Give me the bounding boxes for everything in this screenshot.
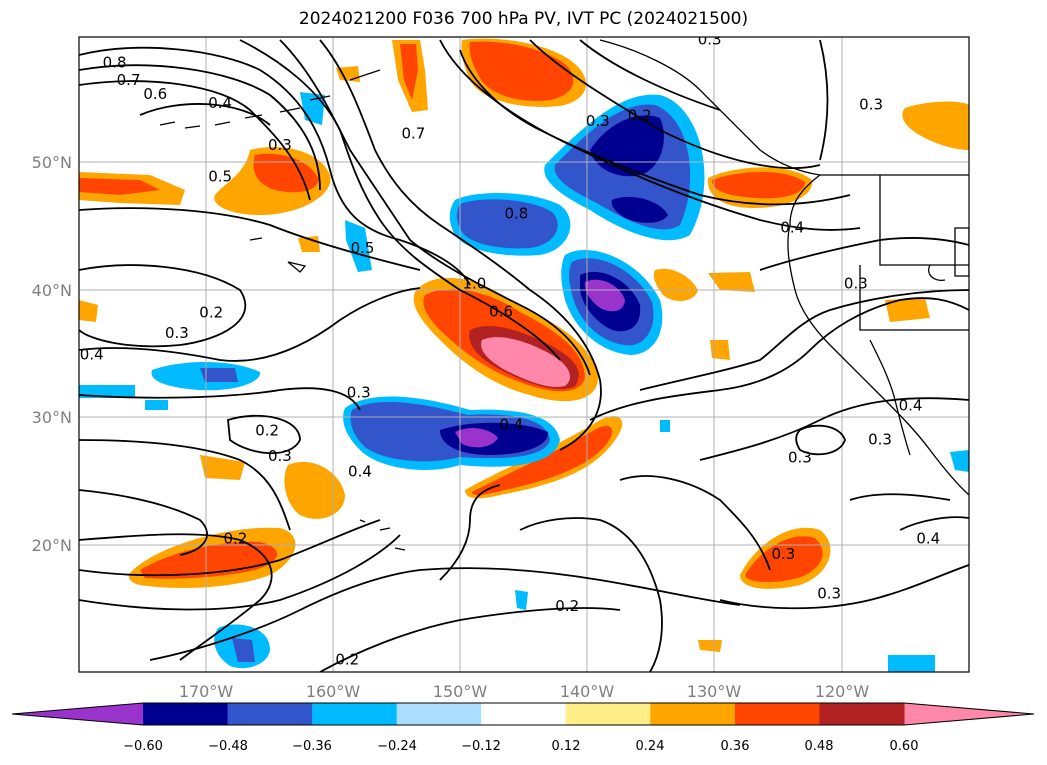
lon-label-160w: 160°W: [306, 682, 361, 701]
contour-label: 0.2: [335, 650, 359, 668]
lat-label-40: 40°N: [32, 281, 72, 300]
contour-labels: 0.80.70.6 0.40.30.50.70.3 0.20.30.80.51.00…: [80, 31, 940, 668]
contour-label: 0.4: [916, 530, 940, 548]
colorbar-tick-label: 0.36: [721, 739, 750, 754]
colorbar-segment: [143, 703, 229, 725]
colorbar-segment: [734, 703, 820, 725]
contour-label: 0.3: [868, 431, 892, 449]
lon-label-130w: 130°W: [687, 682, 742, 701]
lat-labels: 50°N 40°N 30°N 20°N: [32, 153, 72, 555]
colorbar-segment: [650, 703, 736, 725]
contour-label: 0.2: [223, 530, 247, 548]
coastlines: [159, 39, 969, 551]
contour-label: 0.8: [504, 205, 528, 223]
contour-label: 0.2: [199, 304, 223, 322]
map-title: 2024021200 F036 700 hPa PV, IVT PC (2024…: [298, 9, 749, 29]
map-frame: [78, 36, 970, 673]
contour-label: 0.4: [80, 346, 104, 364]
colorbar-tick-label: −0.12: [461, 739, 501, 754]
contour-label: 0.4: [348, 462, 372, 480]
contour-label: 0.3: [788, 448, 812, 466]
colorbar-over-arrow: [904, 703, 1034, 725]
contour-label: 0.2: [555, 597, 579, 615]
colorbar-tick-label: −0.24: [377, 739, 417, 754]
contour-label: 0.3: [817, 584, 841, 602]
colorbar-segment: [481, 703, 567, 725]
colorbar-under-arrow: [12, 703, 143, 725]
contour-label: 0.6: [143, 85, 167, 103]
lon-label-140w: 140°W: [560, 682, 615, 701]
colorbar-segment: [565, 703, 651, 725]
contour-label: 1.0: [462, 274, 486, 292]
contour-label: 0.3: [347, 384, 371, 402]
colorbar-segment: [819, 703, 905, 725]
colorbar-tick-label: −0.36: [292, 739, 332, 754]
colorbar-ticks: −0.60 −0.48 −0.36 −0.24 −0.12 0.12 0.24 …: [123, 739, 918, 754]
contour-label: 0.5: [351, 239, 375, 257]
contour-label: 0.4: [499, 415, 523, 433]
contour-label: 0.7: [117, 71, 141, 89]
colorbar-segment: [396, 703, 482, 725]
contour-label: 0.8: [103, 53, 127, 71]
colorbar-tick-label: −0.48: [208, 739, 248, 754]
contour-label: 0.3: [268, 447, 292, 465]
contour-label: 0.2: [255, 422, 279, 440]
contour-label: 0.3: [859, 95, 883, 113]
contour-label: 0.2: [628, 107, 652, 125]
gridlines: [79, 37, 969, 672]
contour-label: 0.4: [780, 219, 804, 237]
contour-label: 0.3: [698, 31, 722, 49]
lon-label-170w: 170°W: [179, 682, 234, 701]
colorbar-segments: [143, 703, 905, 725]
contour-label: 0.3: [268, 136, 292, 154]
colorbar-tick-label: 0.60: [890, 739, 919, 754]
lon-label-120w: 120°W: [815, 682, 870, 701]
lat-label-20: 20°N: [32, 536, 72, 555]
contour-label: 0.3: [844, 274, 868, 292]
lat-label-50: 50°N: [32, 153, 72, 172]
colorbar-segment: [227, 703, 313, 725]
lon-labels: 170°W 160°W 150°W 140°W 130°W 120°W: [179, 682, 870, 701]
contour-label: 0.3: [165, 324, 189, 342]
colorbar-tick-label: −0.60: [123, 739, 163, 754]
lon-label-150w: 150°W: [433, 682, 488, 701]
contour-label: 0.3: [586, 112, 610, 130]
lat-label-30: 30°N: [32, 408, 72, 427]
colorbar-tick-label: 0.12: [552, 739, 581, 754]
ivt-contours: [79, 39, 969, 672]
contour-label: 0.4: [208, 94, 232, 112]
colorbar-tick-label: 0.48: [805, 739, 834, 754]
colorbar: −0.60 −0.48 −0.36 −0.24 −0.12 0.12 0.24 …: [11, 702, 1035, 754]
colorbar-outline: [11, 702, 1035, 726]
contour-label: 0.4: [899, 396, 923, 414]
contour-label: 0.7: [401, 125, 425, 143]
contour-label: 0.5: [208, 168, 232, 186]
contour-label: 0.6: [489, 302, 513, 320]
colorbar-segment: [312, 703, 398, 725]
colorbar-tick-label: 0.24: [636, 739, 665, 754]
contour-label: 0.3: [771, 545, 795, 563]
